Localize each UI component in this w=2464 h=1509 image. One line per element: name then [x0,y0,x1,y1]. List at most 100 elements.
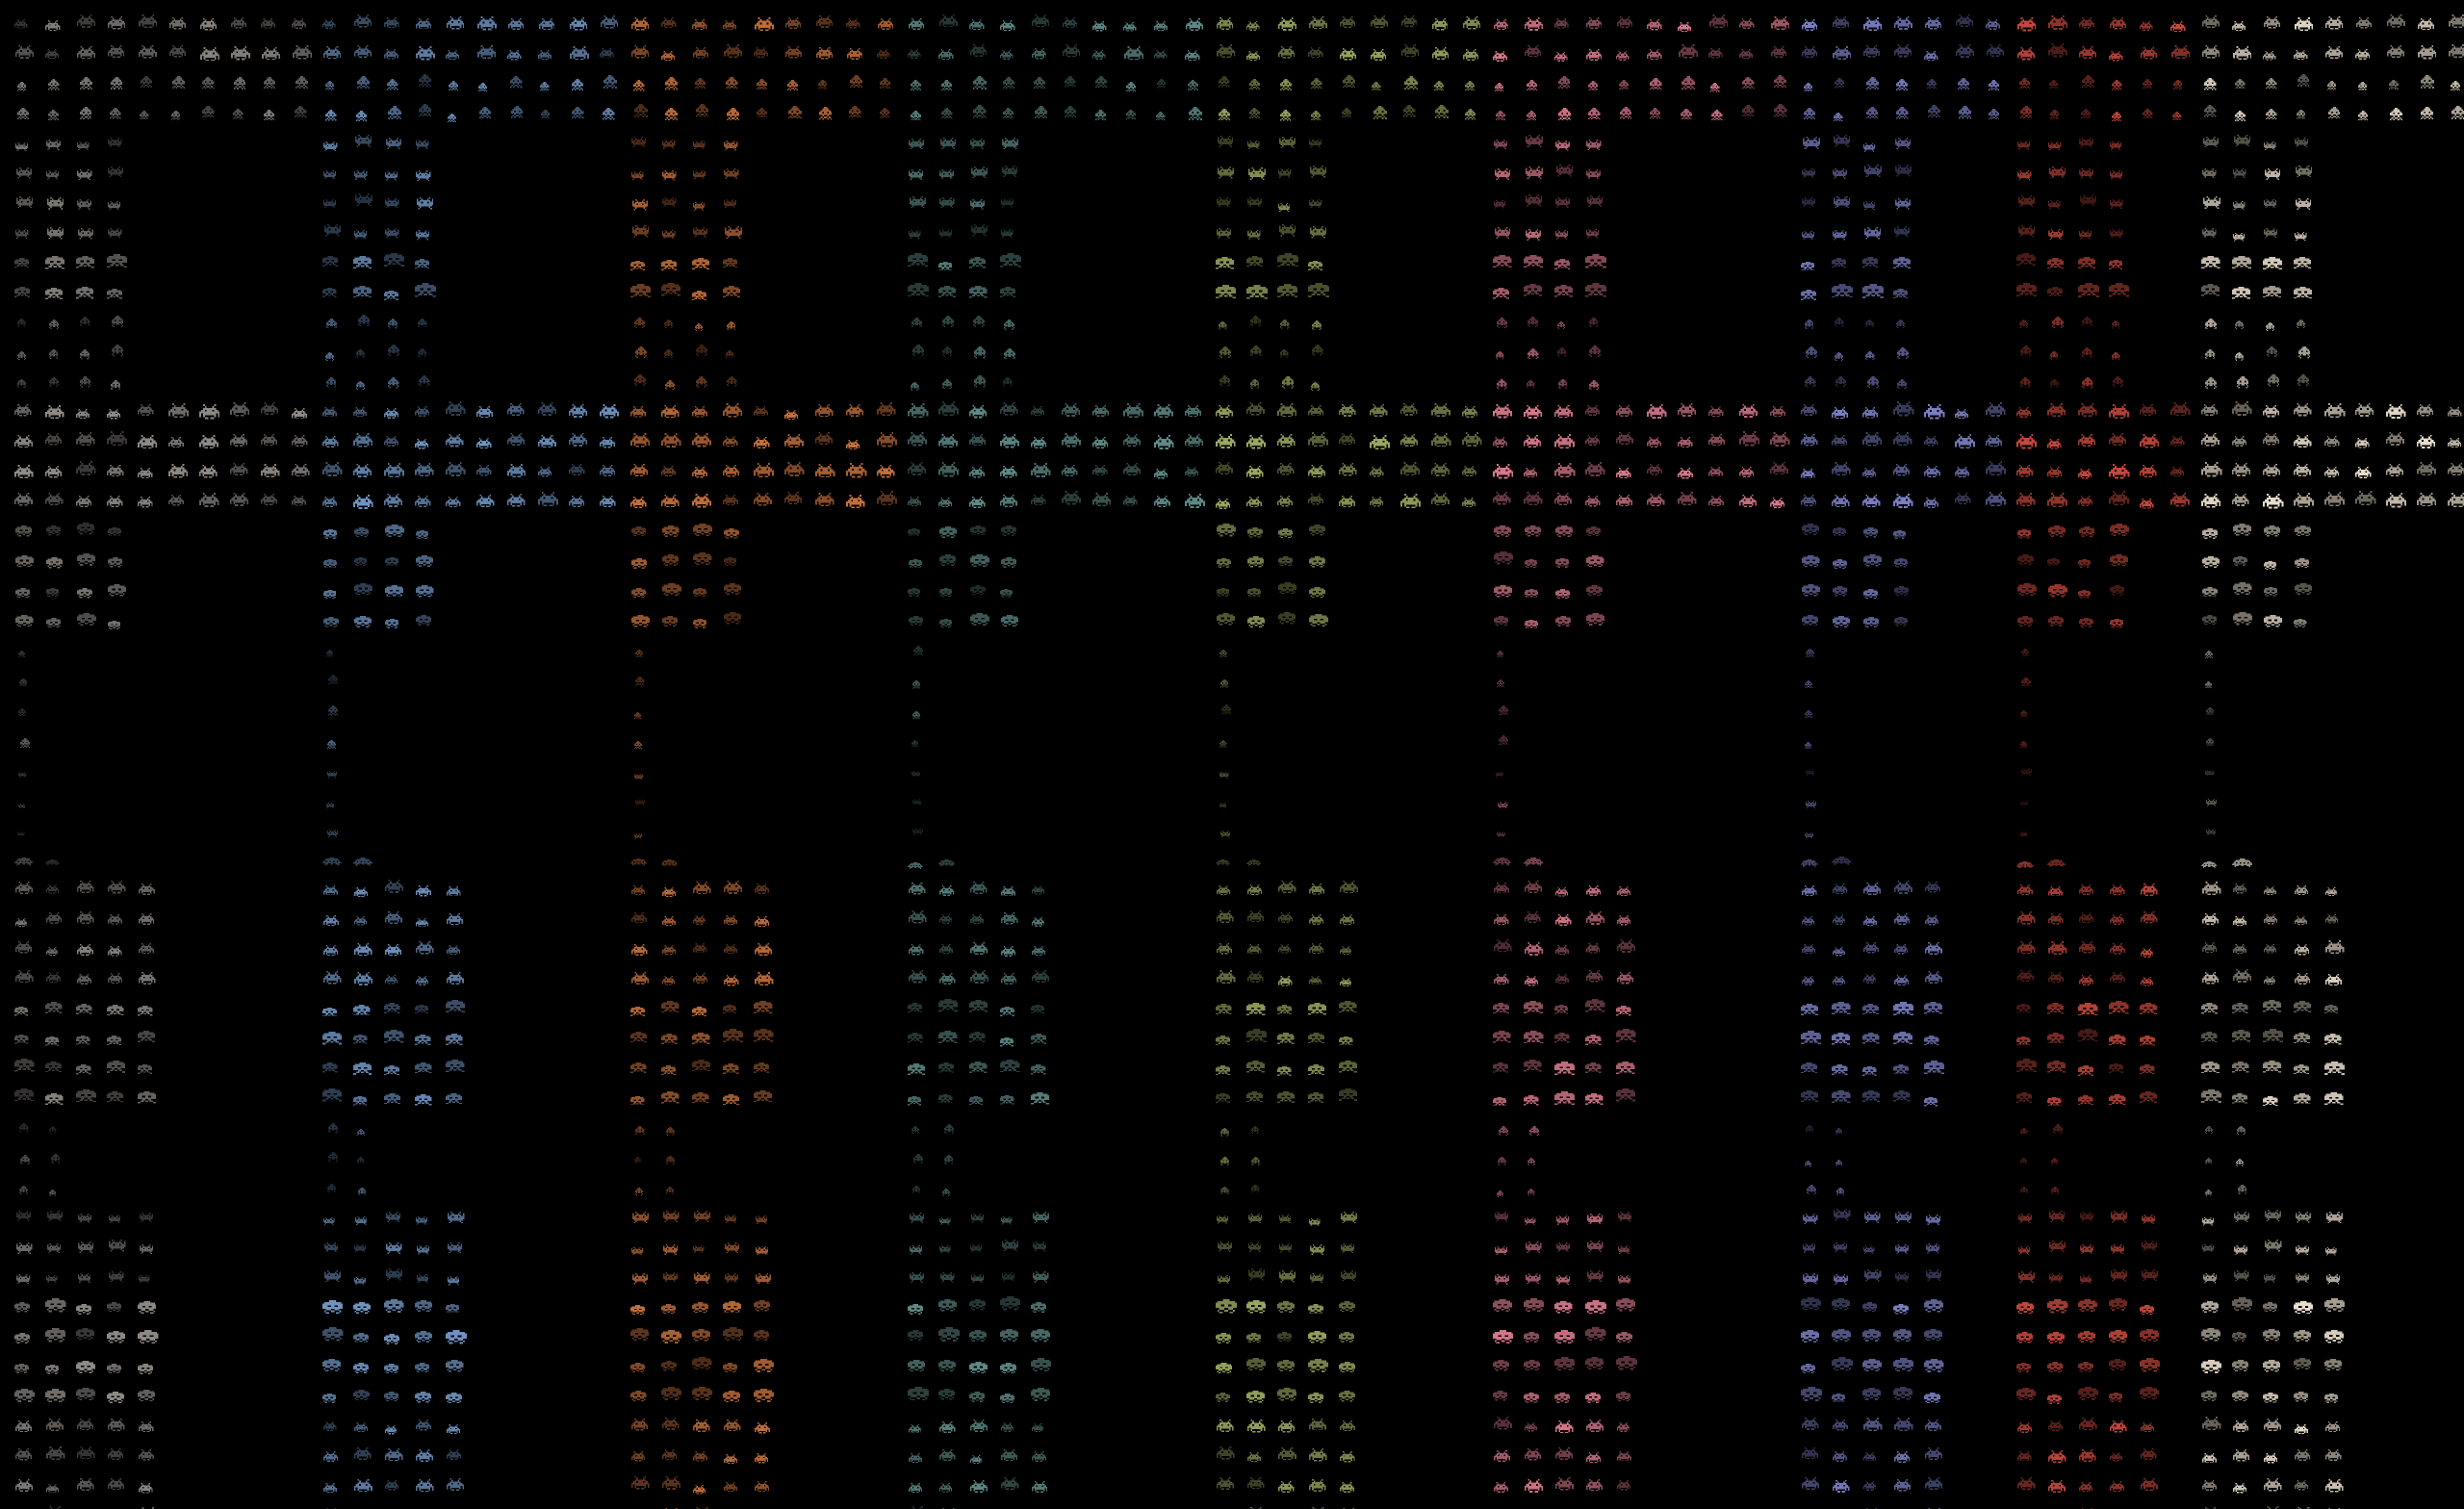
invader-sprite [1800,1296,1821,1316]
invader-sprite [1462,495,1476,512]
invader-sprite [1308,403,1324,421]
invader-sprite [1246,1028,1268,1047]
invader-sprite [1585,1450,1602,1468]
invader-sprite [2046,1360,2064,1377]
invader-sprite [2293,1300,2314,1319]
invader-sprite [1835,1154,1843,1171]
invader-sprite [1370,14,1389,33]
invader-sprite [1804,1155,1811,1172]
invader-sprite [1494,1242,1507,1260]
invader-sprite [1923,1328,1942,1345]
invader-sprite [2325,1448,2342,1466]
invader-sprite [694,1210,711,1227]
invader-sprite [107,1090,123,1108]
invader-sprite [1616,432,1633,449]
invader-sprite [1647,404,1667,423]
invader-sprite [1986,44,2004,62]
invader-sprite [476,16,497,36]
invader-sprite [1831,283,1853,303]
invader-sprite [2233,166,2246,183]
invader-sprite [631,167,644,185]
invader-sprite [15,941,33,959]
invader-sprite [1585,1033,1602,1050]
invader-sprite [2297,74,2310,91]
invader-sprite [1125,107,1136,124]
invader-sprite [45,1480,59,1497]
invader-sprite [661,404,680,422]
invader-sprite [448,1211,465,1228]
invader-sprite [1277,46,1295,64]
invader-sprite [2049,107,2060,124]
invader-sprite [692,1004,707,1021]
invader-sprite [2111,317,2120,334]
invader-sprite [2232,882,2246,899]
invader-sprite [630,882,645,900]
invader-sprite [14,914,28,932]
invader-sprite [569,404,588,422]
invader-sprite [2015,1360,2031,1377]
invader-sprite [2201,612,2218,629]
invader-sprite [321,1359,342,1376]
invader-sprite [1340,1507,1358,1509]
invader-sprite [1031,943,1045,960]
invader-sprite [1215,1299,1237,1318]
invader-sprite [692,584,706,601]
invader-sprite [1896,78,1909,95]
invader-sprite [572,106,584,123]
invader-sprite [660,1301,676,1318]
invader-sprite [1496,1185,1503,1202]
invader-sprite [723,43,743,63]
invader-sprite [1370,48,1387,65]
invader-sprite [1216,43,1236,63]
invader-sprite [1862,1089,1881,1107]
invader-sprite [538,17,555,35]
invader-sprite [2082,376,2094,394]
invader-sprite [661,49,676,66]
invader-sprite [633,827,642,844]
invader-sprite [383,1389,399,1406]
invader-sprite [1893,494,1913,513]
invader-sprite [2231,287,2250,304]
invader-sprite [1245,854,1262,871]
invader-sprite [2232,1029,2251,1047]
invader-sprite [631,198,648,216]
invader-sprite [2047,43,2067,62]
invader-sprite [1494,1416,1513,1435]
invader-sprite [141,75,153,92]
invader-sprite [2140,1061,2155,1079]
invader-sprite [1770,45,1786,63]
invader-sprite [1617,972,1633,989]
invader-sprite [199,18,217,36]
invader-sprite [2048,196,2061,214]
invader-sprite [2417,17,2434,35]
invader-sprite [1308,613,1328,631]
invader-sprite [388,344,400,361]
invader-sprite [2235,317,2245,334]
invader-sprite [2205,763,2215,780]
invader-sprite [264,108,275,125]
invader-sprite [2109,491,2130,510]
invader-sprite [938,883,955,901]
invader-sprite [1708,433,1726,450]
invader-sprite [1863,1507,1880,1509]
invader-sprite [2017,911,2036,929]
invader-sprite [138,941,155,959]
invader-sprite [2325,1272,2341,1290]
invader-sprite [2202,1214,2215,1231]
invader-sprite [1216,1002,1232,1019]
invader-sprite [1835,315,1845,332]
invader-sprite [1431,402,1451,422]
invader-sprite [76,1088,97,1108]
invader-sprite [446,1091,463,1109]
invader-sprite [384,406,399,423]
invader-sprite [724,139,738,156]
invader-sprite [2386,463,2404,481]
invader-sprite [726,318,736,335]
invader-sprite [941,345,953,362]
invader-sprite [13,854,34,871]
invader-sprite [1925,1241,1940,1259]
invader-sprite [1216,613,1235,630]
invader-sprite [723,1029,744,1047]
invader-sprite [630,464,649,481]
invader-sprite [1832,556,1847,574]
